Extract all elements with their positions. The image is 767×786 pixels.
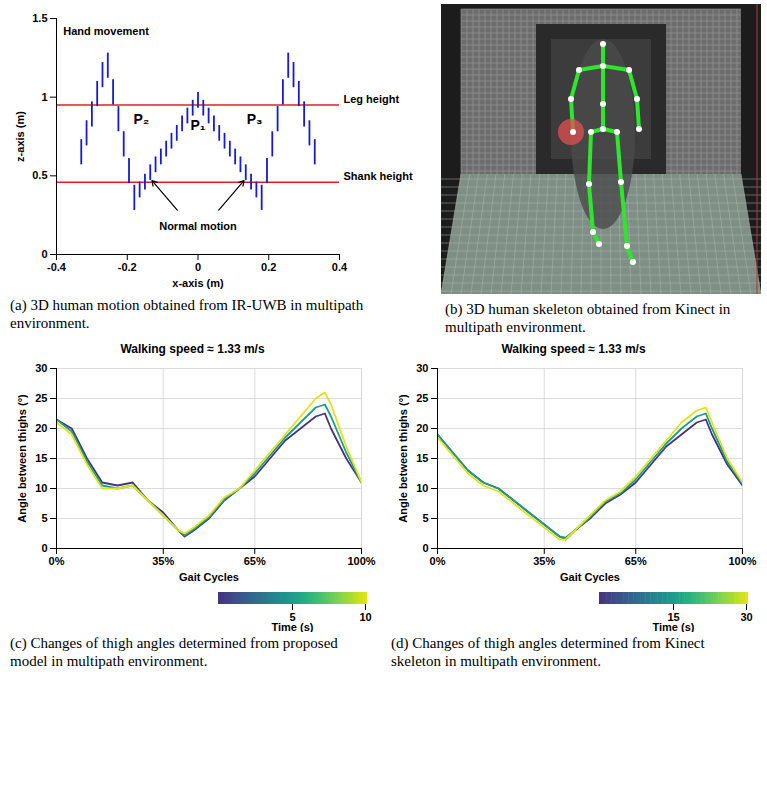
svg-text:5: 5 [289,611,296,624]
svg-text:30: 30 [35,362,47,374]
svg-text:30: 30 [740,611,752,623]
svg-text:Time (s): Time (s) [653,621,695,633]
svg-text:Time (s): Time (s) [272,621,314,633]
svg-text:5: 5 [41,512,47,524]
svg-text:0: 0 [41,248,47,260]
html-text:(d) Changes of thigh angles de: (d) Changes of thigh angles determined f… [391,635,705,669]
svg-text:20: 20 [416,422,428,434]
svg-text:35%: 35% [152,555,174,567]
svg-text:1.5: 1.5 [32,12,47,24]
svg-text:65%: 65% [625,555,647,567]
svg-text:0.5: 0.5 [32,169,47,181]
svg-text:-0.4: -0.4 [47,261,67,273]
html-text:(a) 3D human motion obtained f: (a) 3D human motion obtained from IR-UWB… [10,297,364,331]
svg-text:100%: 100% [347,555,375,567]
svg-text:z-axis (m): z-axis (m) [14,111,26,162]
svg-text:1: 1 [41,91,47,103]
svg-text:10: 10 [416,482,428,494]
svg-text:-0.2: -0.2 [118,261,137,273]
svg-text:0.4: 0.4 [332,261,348,273]
svg-text:Angle between thighs (°): Angle between thighs (°) [16,394,28,523]
svg-text:Shank height: Shank height [344,170,413,182]
svg-text:35%: 35% [533,555,555,567]
html-text:Walking speed ≈ 1.33 m/s: Walking speed ≈ 1.33 m/s [120,342,265,356]
svg-text:0: 0 [422,542,428,554]
svg-text:0: 0 [41,542,47,554]
svg-text:25: 25 [35,392,47,404]
svg-text:30: 30 [416,362,428,374]
html-text:(b) 3D human skeleton obtained: (b) 3D human skeleton obtained from Kine… [445,301,731,335]
svg-text:65%: 65% [244,555,266,567]
svg-text:10: 10 [359,611,371,623]
svg-text:0%: 0% [430,555,446,567]
svg-text:15: 15 [667,611,680,624]
svg-text:P₃: P₃ [247,111,263,127]
svg-text:5: 5 [422,512,428,524]
svg-text:0%: 0% [49,555,65,567]
svg-text:100%: 100% [728,555,756,567]
svg-text:P₁: P₁ [190,117,205,133]
svg-text:0: 0 [195,261,201,273]
svg-text:15: 15 [35,452,47,464]
svg-text:Leg height: Leg height [344,93,400,105]
svg-text:Hand movement: Hand movement [63,25,149,37]
html-text:(c) Changes of thigh angles de: (c) Changes of thigh angles determined f… [10,635,338,669]
svg-text:10: 10 [35,482,47,494]
html-text:Walking speed ≈ 1.33 m/s: Walking speed ≈ 1.33 m/s [501,342,646,356]
svg-text:Gait Cycles: Gait Cycles [179,571,239,583]
svg-text:x-axis (m): x-axis (m) [172,277,224,289]
svg-text:Normal motion: Normal motion [159,220,237,232]
svg-text:Angle between thighs (°): Angle between thighs (°) [397,394,409,523]
svg-text:15: 15 [416,452,428,464]
svg-text:P₂: P₂ [134,111,150,127]
svg-text:Gait Cycles: Gait Cycles [560,571,620,583]
svg-text:0.2: 0.2 [261,261,276,273]
svg-text:20: 20 [35,422,47,434]
svg-text:25: 25 [416,392,428,404]
